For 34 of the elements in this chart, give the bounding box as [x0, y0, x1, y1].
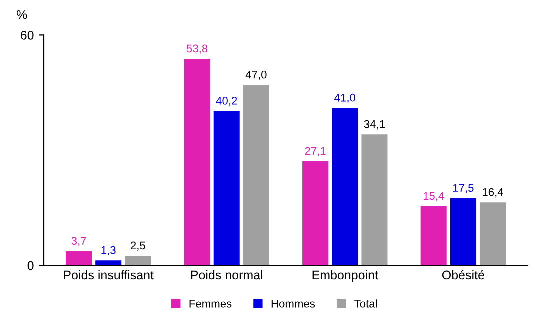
bar [450, 198, 476, 266]
legend-label: Hommes [272, 300, 316, 308]
bar [420, 206, 447, 266]
bar [480, 202, 506, 266]
bar [243, 85, 270, 266]
data-label: 2,5 [130, 242, 146, 251]
y-tick-label: 60 [21, 31, 34, 40]
bar [362, 134, 388, 266]
y-tick-label: 0 [28, 261, 34, 270]
bar [214, 111, 240, 266]
data-label: 16,4 [483, 188, 504, 198]
x-tick-label: Poids insuffisant [64, 270, 154, 280]
bar [66, 251, 92, 266]
x-tick-label: Obésité [442, 270, 484, 280]
bar [332, 108, 358, 266]
data-label: 3,7 [72, 237, 86, 246]
y-axis-title: % [16, 10, 28, 20]
data-label: 41,0 [334, 94, 356, 104]
data-label: 34,1 [364, 120, 385, 130]
data-label: 1,3 [102, 246, 116, 256]
x-tick-label: Poids normal [191, 270, 262, 280]
bar [184, 59, 210, 266]
legend-label: Total [354, 300, 378, 308]
bar [125, 256, 152, 266]
data-label: 53,8 [186, 44, 208, 54]
data-label: 47,0 [246, 70, 267, 80]
bar [302, 162, 329, 266]
bar [96, 260, 122, 266]
data-label: 15,4 [424, 192, 444, 202]
x-tick-label: Embonpoint [312, 270, 378, 282]
legend-label: Femmes [190, 300, 232, 308]
data-label: 40,2 [216, 97, 238, 106]
data-label: 27,1 [305, 147, 326, 156]
data-label: 17,5 [453, 184, 474, 194]
